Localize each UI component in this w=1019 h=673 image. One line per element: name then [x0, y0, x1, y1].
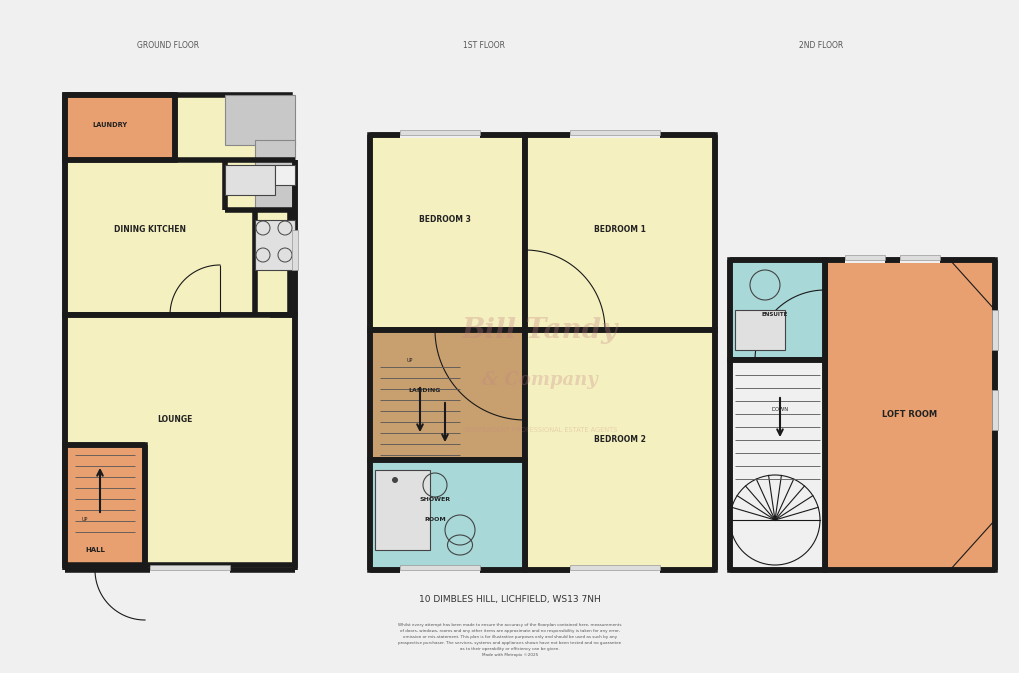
Circle shape	[391, 477, 397, 483]
Text: 1ST FLOOR: 1ST FLOOR	[463, 40, 505, 50]
Text: LANDING: LANDING	[409, 388, 441, 392]
Text: ENSUITE: ENSUITE	[761, 312, 788, 318]
Text: DINING KITCHEN: DINING KITCHEN	[114, 225, 185, 234]
Bar	[291, 230, 298, 270]
Text: BEDROOM 1: BEDROOM 1	[593, 225, 645, 234]
Text: ROOM: ROOM	[424, 518, 445, 522]
Bar	[844, 255, 884, 263]
Text: LOUNGE: LOUNGE	[157, 415, 193, 425]
Text: UP: UP	[407, 357, 413, 363]
Bar	[65, 315, 294, 565]
Text: UP: UP	[82, 518, 88, 522]
Bar	[65, 95, 175, 160]
Text: LAUNDRY: LAUNDRY	[93, 122, 127, 128]
Bar	[150, 565, 229, 570]
Bar	[65, 445, 145, 565]
Bar	[824, 260, 994, 570]
Text: & Company: & Company	[482, 371, 597, 389]
Text: 10 DIMBLES HILL, LICHFIELD, WS13 7NH: 10 DIMBLES HILL, LICHFIELD, WS13 7NH	[419, 596, 600, 604]
Bar	[991, 310, 997, 350]
Text: SHOWER: SHOWER	[419, 497, 450, 503]
Bar	[399, 565, 480, 570]
Bar	[730, 360, 824, 570]
Text: BEDROOM 3: BEDROOM 3	[419, 215, 471, 225]
Bar	[150, 567, 229, 573]
Bar	[375, 470, 430, 550]
Bar	[899, 255, 940, 263]
Bar	[570, 565, 659, 570]
Text: INDEPENDENT PROFESSIONAL ESTATE AGENTS: INDEPENDENT PROFESSIONAL ESTATE AGENTS	[463, 427, 616, 433]
Bar	[570, 130, 659, 138]
Bar	[735, 310, 785, 350]
Bar	[570, 567, 659, 573]
Text: HALL: HALL	[85, 547, 105, 553]
Bar	[399, 130, 480, 135]
Bar	[730, 260, 824, 360]
Text: DOWN: DOWN	[770, 407, 788, 413]
Bar	[399, 567, 480, 573]
Bar	[844, 255, 884, 260]
Bar	[899, 255, 940, 260]
Text: BEDROOM 2: BEDROOM 2	[593, 435, 645, 444]
Bar	[370, 135, 525, 330]
Bar	[525, 135, 714, 330]
Bar	[255, 220, 294, 270]
Bar	[570, 130, 659, 135]
Text: LOFT ROOM: LOFT ROOM	[881, 411, 936, 419]
Bar	[525, 330, 714, 570]
Bar	[255, 140, 294, 210]
Bar	[65, 95, 289, 315]
Text: GROUND FLOOR: GROUND FLOOR	[138, 40, 199, 50]
Bar	[225, 95, 294, 145]
Bar	[370, 330, 525, 460]
Bar	[991, 390, 997, 430]
Bar	[275, 165, 294, 185]
Text: Whilst every attempt has been made to ensure the accuracy of the floorplan conta: Whilst every attempt has been made to en…	[397, 623, 622, 658]
Text: Bill Tandy: Bill Tandy	[462, 316, 618, 343]
Text: 2ND FLOOR: 2ND FLOOR	[798, 40, 843, 50]
Bar	[399, 130, 480, 138]
Bar	[225, 165, 275, 195]
Bar	[370, 460, 525, 570]
